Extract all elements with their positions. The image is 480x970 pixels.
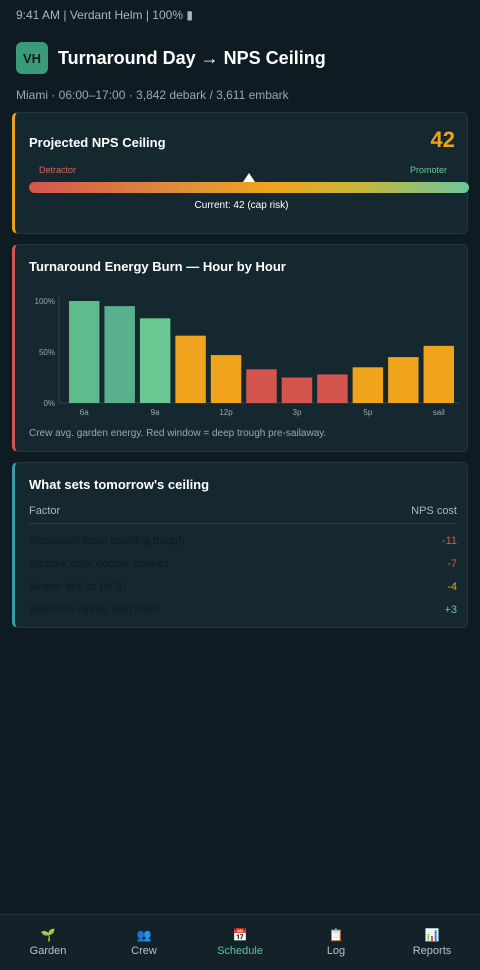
avatar[interactable]: VH xyxy=(16,42,48,74)
energy-bar xyxy=(210,355,242,403)
nps-card-title: Projected NPS Ceiling xyxy=(29,135,166,150)
energy-bar xyxy=(281,377,313,403)
nav-label: Schedule xyxy=(217,945,263,957)
energy-bar xyxy=(246,369,277,403)
nps-ceiling-card: Projected NPS Ceiling 42 Detractor Promo… xyxy=(12,112,469,234)
cost-column-header: NPS cost xyxy=(411,505,457,517)
y-tick-label: 50% xyxy=(39,348,55,357)
bar-chart-icon: 📊 xyxy=(424,928,440,942)
nps-gradient-bar xyxy=(29,182,469,193)
calendar-icon: 📅 xyxy=(232,928,248,942)
chart-caption: Crew avg. garden energy. Red window = de… xyxy=(29,428,327,439)
nps-current-text: Current: 42 (cap risk) xyxy=(194,200,289,211)
nps-value: 42 xyxy=(430,127,455,152)
energy-bar-chart: 100% 50% 0% 6a 9a 12p 3p 5p sail xyxy=(35,295,459,417)
factors-table-body: Stateroom team entering trough -11 Embark … xyxy=(29,529,457,621)
factor-row: Embark desk double-booked -7 xyxy=(29,552,457,575)
factor-name: Muster drill at 16:30 xyxy=(29,580,126,593)
factor-column-header: Factor xyxy=(29,505,61,517)
factor-name: Welcome dinner shift fresh xyxy=(29,603,160,616)
factor-cost: -7 xyxy=(447,557,457,570)
factor-name: Embark desk double-booked xyxy=(29,557,170,570)
x-tick-label: 6a xyxy=(80,408,89,417)
x-tick-label: 5p xyxy=(363,408,372,417)
energy-bar xyxy=(317,374,348,403)
nav-item-crew[interactable]: 👥 Crew xyxy=(96,915,192,970)
nav-label: Garden xyxy=(29,945,67,957)
factor-row: Welcome dinner shift fresh +3 xyxy=(29,598,457,621)
nav-item-garden[interactable]: 🌱 Garden xyxy=(0,915,96,970)
factor-cost: -11 xyxy=(441,534,457,547)
page-title: Turnaround Day → NPS Ceiling xyxy=(58,47,326,68)
energy-bar xyxy=(139,318,171,403)
x-tick-label: sail xyxy=(433,408,445,417)
factors-card: What sets tomorrow's ceiling Factor NPS … xyxy=(12,462,468,628)
energy-bar xyxy=(388,357,419,403)
energy-bar xyxy=(175,335,206,403)
nav-label: Log xyxy=(326,945,346,957)
status-bar: 9:41 AM | Verdant Helm | 100% ▮ xyxy=(16,8,193,22)
y-tick-label: 0% xyxy=(43,399,55,408)
energy-bar xyxy=(69,301,100,403)
promoter-label: Promoter xyxy=(409,165,447,175)
x-tick-label: 9a xyxy=(151,408,160,417)
clipboard-icon: 📋 xyxy=(328,928,344,942)
nav-item-reports[interactable]: 📊 Reports xyxy=(384,915,480,970)
page-subtitle: Miami · 06:00–17:00 · 3,842 debark / 3,6… xyxy=(16,88,289,102)
detractor-label: Detractor xyxy=(39,165,77,175)
factors-card-title: What sets tomorrow's ceiling xyxy=(29,477,210,492)
header: VH Turnaround Day → NPS Ceiling xyxy=(16,42,326,74)
factor-cost: -4 xyxy=(447,580,457,593)
x-tick-label: 12p xyxy=(219,408,233,417)
factor-cost: +3 xyxy=(444,603,457,616)
sprout-icon: 🌱 xyxy=(40,928,56,942)
factor-row: Stateroom team entering trough -11 xyxy=(29,529,457,552)
nps-marker-icon xyxy=(243,173,255,182)
factors-table-header: Factor NPS cost xyxy=(29,505,457,524)
energy-burn-card: Turnaround Energy Burn — Hour by Hour 10… xyxy=(12,244,468,452)
y-tick-label: 100% xyxy=(35,297,55,306)
nav-label: Reports xyxy=(412,945,452,957)
energy-card-title: Turnaround Energy Burn — Hour by Hour xyxy=(29,259,286,274)
factor-row: Muster drill at 16:30 -4 xyxy=(29,575,457,598)
energy-bar xyxy=(352,367,384,403)
bottom-nav: 🌱 Garden 👥 Crew 📅 Schedule 📋 Log 📊 Reports xyxy=(0,914,480,970)
factor-name: Stateroom team entering trough xyxy=(29,534,185,547)
energy-bar xyxy=(104,306,135,403)
energy-bar xyxy=(423,345,454,403)
people-icon: 👥 xyxy=(136,928,152,942)
nav-item-log[interactable]: 📋 Log xyxy=(288,915,384,970)
x-tick-label: 3p xyxy=(293,408,302,417)
nav-item-schedule[interactable]: 📅 Schedule xyxy=(192,915,288,970)
nav-label: Crew xyxy=(131,945,157,957)
